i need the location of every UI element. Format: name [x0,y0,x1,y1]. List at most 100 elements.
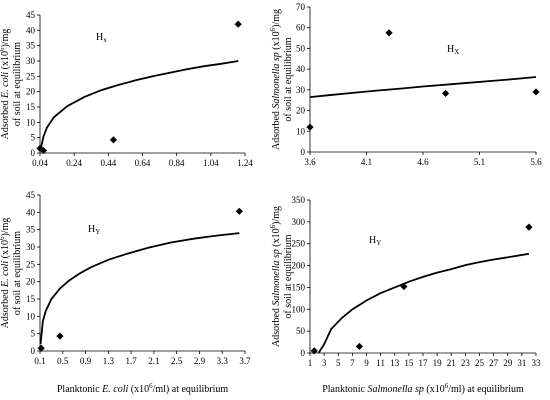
y-tick-label: 0 [301,147,306,157]
x-axis-label: Planktonic Salmonella sp (x106/ml) at eq… [322,382,524,395]
isotherm-annotation: HX [447,44,459,56]
y-tick-label: 350 [292,195,306,205]
fitted-isotherm-curve [39,232,240,345]
x-tick-label: 0.24 [66,158,82,168]
y-tick-label: 40 [296,64,306,74]
x-tick-label: 2.9 [194,356,206,366]
y-axis-label-line-part: Salmonella sp [271,249,282,305]
fitted-isotherm-curve [309,76,537,98]
y-tick-label: 45 [26,10,36,20]
x-tick-label: 2.5 [171,356,183,366]
x-tick-label: 9 [364,358,369,368]
y-tick-label: 10 [296,126,306,136]
y-axis-label-line: Adsorbed Salmonella sp (x106)/mg [269,9,282,150]
y-tick-label: 200 [292,261,306,271]
annotation-sub: X [454,48,459,56]
y-axis-label-line-part: 6 [0,236,6,240]
x-tick-label: 0.84 [169,158,185,168]
y-axis-label-line-part: 6 [0,47,6,51]
x-tick-label: 5.1 [474,157,485,167]
x-axis-label-part: Salmonella sp [368,384,424,395]
x-axis-label-part: (x10 [424,384,445,395]
y-tick-label: 15 [26,294,36,304]
x-tick-label: 27 [489,358,499,368]
data-point-diamond [385,29,393,37]
y-axis-label-line: Adsorbed E. coli (x106)/mg [0,29,11,140]
annotation-main: H [447,44,454,55]
y-tick-label: 30 [296,85,306,95]
x-tick-label: 7 [350,358,355,368]
y-axis-label-line: of soil at equilibrium [12,231,23,315]
x-tick-label: 1 [308,358,313,368]
x-tick-label: 15 [404,358,414,368]
y-axis-label-line-part: Adsorbed [0,287,11,328]
y-axis-label-line: Adsorbed Salmonella sp (x106)/mg [269,206,282,347]
y-tick-label: 20 [26,277,36,287]
isotherm-annotation: Hx [96,32,107,44]
y-axis-label-line-part: 6 [269,224,277,228]
y-tick-label: 25 [26,259,36,269]
y-tick-label: 5 [31,329,36,339]
y-axis-label-line-part: 6 [269,27,277,31]
x-axis-label-part: Planktonic [322,384,367,395]
x-tick-label: 0.04 [32,158,48,168]
y-tick-label: 60 [296,23,306,33]
y-tick-label: 10 [26,311,36,321]
y-axis-label-line-part: )/mg [271,206,282,225]
y-axis-label-line: of soil at equilibrium [12,42,23,126]
y-tick-label: 10 [26,117,36,127]
y-tick-label: 50 [296,43,306,53]
y-tick-label: 15 [26,102,36,112]
y-axis-label-line-part: (x10 [0,51,11,72]
y-tick-label: 300 [292,217,306,227]
data-point-diamond [56,332,64,340]
isotherm-annotation: HY [369,235,381,247]
y-axis-label-line-part: )/mg [0,29,11,48]
y-tick-label: 30 [26,242,36,252]
data-point-diamond [306,123,314,131]
y-tick-label: 40 [26,25,36,35]
fitted-isotherm-curve [317,252,530,354]
x-axis-label: Planktonic E. coli (x106/ml) at equilibr… [57,382,228,395]
y-axis-label-line-part: )/mg [271,9,282,28]
x-tick-label: 0.5 [57,356,69,366]
y-axis-label-line-part: of soil at equilibrium [283,234,294,318]
data-point-diamond [39,146,48,155]
x-axis-label-part: 6 [149,382,153,390]
x-tick-label: 13 [390,358,400,368]
y-axis-label-line-part: E. coli [0,72,11,99]
x-tick-label: 1.24 [237,158,253,168]
y-axis-label-line-part: of soil at equilibrium [12,231,23,315]
data-point-diamond [400,282,408,291]
y-axis-label-line-part: (x10 [0,240,11,261]
data-point-diamond [235,207,243,215]
data-point-diamond [442,89,450,97]
annotation-main: H [88,224,95,235]
annotation-main: H [369,235,376,246]
y-tick-label: 35 [26,225,36,235]
x-tick-label: 1.7 [125,356,137,366]
y-tick-label: 70 [296,2,306,12]
y-tick-label: 45 [26,190,36,200]
x-tick-label: 2.1 [148,356,159,366]
y-tick-label: 50 [296,326,306,336]
x-tick-label: 3.6 [304,157,316,167]
x-axis-label-part: Planktonic [57,384,102,395]
y-axis-label-line-part: )/mg [0,218,11,237]
x-tick-label: 0.44 [100,158,116,168]
annotation-sub: x [103,36,107,44]
x-tick-label: 3 [322,358,327,368]
x-tick-label: 1.3 [103,356,115,366]
x-tick-label: 4.6 [417,157,429,167]
x-tick-label: 31 [517,358,526,368]
x-tick-label: 23 [461,358,471,368]
y-axis-label-line: Adsorbed E. coli (x106)/mg [0,218,11,329]
x-tick-label: 1.04 [203,158,219,168]
x-tick-label: 4.1 [361,157,372,167]
y-tick-label: 150 [292,282,306,292]
